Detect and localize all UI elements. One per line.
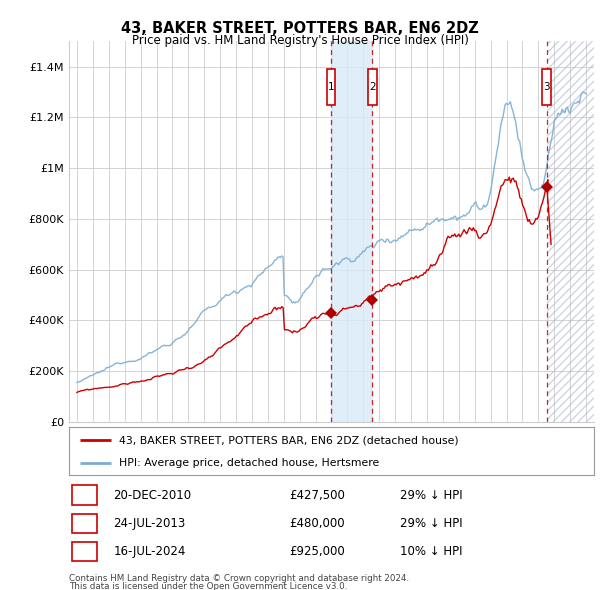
Text: 3: 3 — [544, 82, 550, 92]
Text: £427,500: £427,500 — [290, 489, 346, 502]
Text: HPI: Average price, detached house, Hertsmere: HPI: Average price, detached house, Hert… — [119, 458, 379, 468]
Text: £925,000: £925,000 — [290, 545, 345, 558]
Text: 10% ↓ HPI: 10% ↓ HPI — [400, 545, 462, 558]
Text: 1: 1 — [80, 489, 88, 502]
Text: 29% ↓ HPI: 29% ↓ HPI — [400, 517, 463, 530]
Text: 1: 1 — [328, 82, 334, 92]
FancyBboxPatch shape — [326, 69, 335, 105]
Text: Price paid vs. HM Land Registry's House Price Index (HPI): Price paid vs. HM Land Registry's House … — [131, 34, 469, 47]
Bar — [331, 41, 372, 422]
Text: 16-JUL-2024: 16-JUL-2024 — [113, 545, 186, 558]
FancyBboxPatch shape — [542, 69, 551, 105]
Text: £480,000: £480,000 — [290, 517, 345, 530]
Text: 29% ↓ HPI: 29% ↓ HPI — [400, 489, 463, 502]
Bar — [547, 41, 594, 422]
FancyBboxPatch shape — [368, 69, 377, 105]
Text: 20-DEC-2010: 20-DEC-2010 — [113, 489, 192, 502]
Text: 3: 3 — [80, 545, 88, 558]
FancyBboxPatch shape — [71, 485, 97, 505]
Text: 2: 2 — [369, 82, 376, 92]
Text: 2: 2 — [80, 517, 88, 530]
Text: 24-JUL-2013: 24-JUL-2013 — [113, 517, 186, 530]
Text: Contains HM Land Registry data © Crown copyright and database right 2024.: Contains HM Land Registry data © Crown c… — [69, 574, 409, 583]
FancyBboxPatch shape — [71, 513, 97, 533]
Text: 43, BAKER STREET, POTTERS BAR, EN6 2DZ: 43, BAKER STREET, POTTERS BAR, EN6 2DZ — [121, 21, 479, 35]
Text: This data is licensed under the Open Government Licence v3.0.: This data is licensed under the Open Gov… — [69, 582, 347, 590]
FancyBboxPatch shape — [71, 542, 97, 562]
Text: 43, BAKER STREET, POTTERS BAR, EN6 2DZ (detached house): 43, BAKER STREET, POTTERS BAR, EN6 2DZ (… — [119, 435, 458, 445]
